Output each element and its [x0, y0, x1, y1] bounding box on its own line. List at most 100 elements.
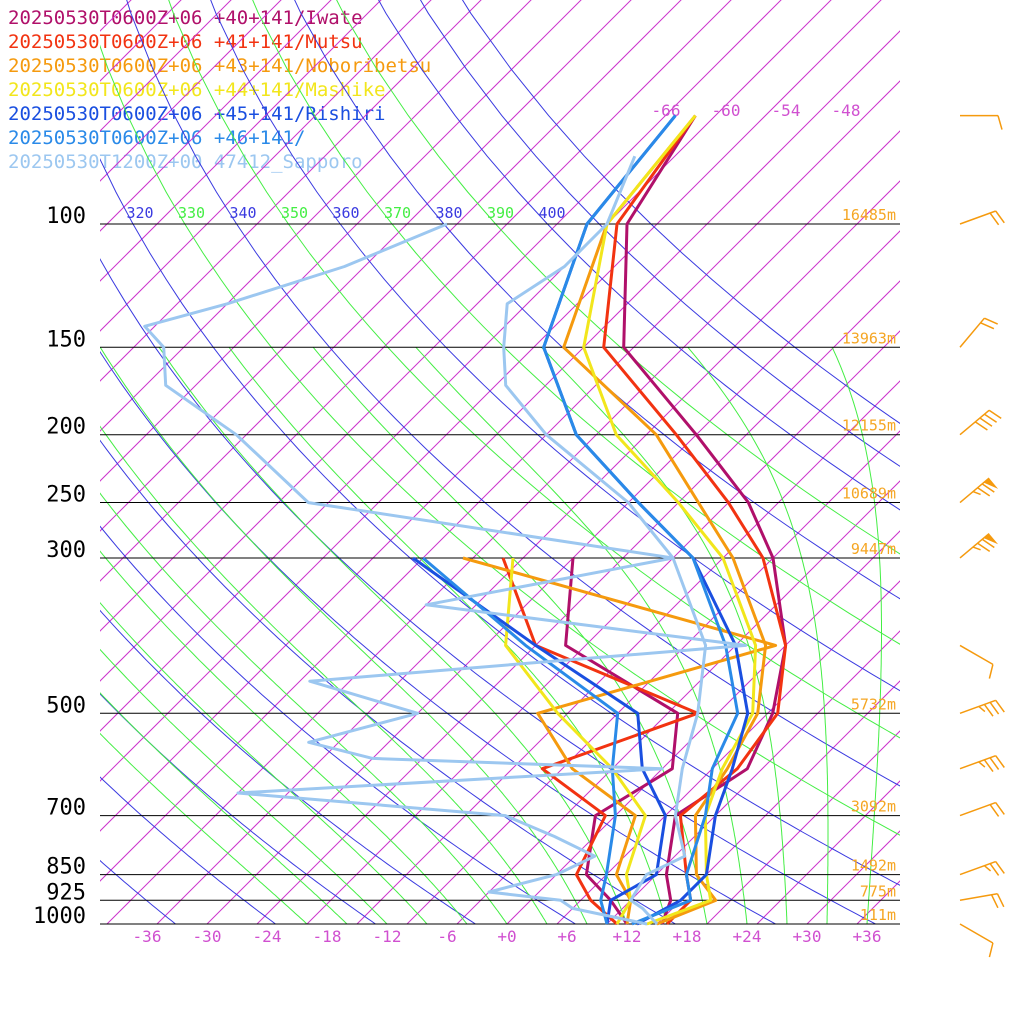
moist-adiabat-line: [831, 347, 882, 924]
wind-barb-feather: [995, 861, 1005, 874]
adiabat-line: [100, 609, 477, 924]
dewpoint-line: [501, 557, 700, 926]
adiabat-line: [461, 0, 900, 424]
isotherm-line: [0, 0, 86, 924]
profile-series: [422, 114, 740, 926]
isotherm-line: [756, 780, 900, 924]
height-label: 16485m: [842, 206, 896, 224]
temperature-ticks: -36 -30 -24 -18 -12 -6 +0 +6 +12 +18 +24 +30 +36: [133, 927, 882, 946]
wind-barb-feather: [995, 210, 1005, 224]
wind-barb-feather: [977, 542, 991, 553]
theta-labels: 320 330 340 350 360 370 380 390 400: [126, 204, 565, 222]
height-label: 5732m: [851, 695, 896, 713]
profile-series: [462, 114, 778, 926]
isotherm-line: [100, 0, 482, 382]
moist-adiabat-line: [415, 346, 748, 924]
dewpoint-line: [564, 557, 680, 925]
moist-adiabat-line: [541, 346, 788, 924]
wind-barb: [959, 699, 1005, 717]
wind-barb-feather: [972, 546, 981, 551]
temperature-line: [562, 114, 768, 926]
isotherm-line: [100, 0, 232, 132]
wind-barb-feather: [984, 317, 999, 325]
wind-barb-staff: [959, 644, 994, 666]
top-temp-label: -60: [712, 101, 741, 120]
wind-barb-feather: [981, 538, 995, 549]
pressure-tick-label: 100: [46, 204, 86, 229]
wind-barb-feather: [978, 705, 986, 713]
wind-barb-feather: [981, 483, 995, 493]
wind-barb-staff: [959, 801, 996, 817]
pressure-tick-label: 250: [46, 483, 86, 508]
dewpoint-line: [412, 556, 667, 925]
isotherm-line: [0, 0, 36, 924]
wind-barb-staff: [959, 892, 998, 902]
moist-adiabat-line: [100, 425, 548, 924]
isotherm-line: [100, 0, 532, 432]
wind-barb-feather: [989, 804, 1000, 817]
temperature-tick-label: +12: [613, 927, 642, 946]
theta-label: 320: [126, 204, 153, 222]
profiles: [143, 114, 788, 926]
pressure-tick-label: 150: [46, 327, 86, 352]
wind-barb-feather: [988, 409, 1002, 420]
wind-barb-feather: [979, 417, 993, 427]
wind-barb: [959, 860, 1005, 876]
legend-entry-iwate: 20250530T0600Z+06 +40+141/Iwate: [8, 7, 363, 29]
wind-barb-feather: [995, 699, 1005, 713]
isotherm-line: [0, 0, 136, 924]
isotherm-line: [100, 0, 132, 32]
wind-barb-staff: [959, 317, 985, 348]
pressure-tick-label: 300: [46, 538, 86, 563]
pressure-tick-label: 1000: [33, 904, 86, 929]
pressure-tick-label: 200: [46, 415, 86, 440]
dewpoint-line: [504, 557, 647, 925]
wind-barb-feather: [983, 759, 994, 773]
adiabat-line: [419, 0, 900, 467]
adiabat-line: [126, 0, 900, 787]
isotherm-line: [856, 880, 900, 924]
moist-adiabat-line: [100, 550, 468, 924]
isotherm-line: [656, 680, 900, 924]
isotherm-line: [506, 530, 900, 924]
wind-barb-feather: [983, 865, 992, 872]
isotherm-line: [806, 830, 900, 924]
moist-adiabat-line: [158, 347, 628, 924]
adiabat-line: [100, 44, 900, 836]
theta-label: 400: [538, 204, 565, 222]
wind-barb: [959, 801, 1005, 817]
top-temp-label: -48: [832, 101, 861, 120]
temperature-line: [582, 114, 758, 926]
isotherm-line: [907, 0, 1024, 924]
temperature-tick-label: +36: [853, 927, 882, 946]
isotherm-line: [100, 0, 432, 332]
pressure-tick-label: 925: [46, 880, 86, 905]
adiabat-line: [100, 439, 677, 924]
adiabat-line: [210, 0, 900, 692]
legend-entry-mutsu: 20250530T0600Z+06 +41+141/Mutsu: [8, 31, 363, 53]
dewpoint-line: [143, 222, 748, 926]
wind-barb-staff: [959, 210, 996, 225]
wind-barb-pennant: [983, 533, 999, 545]
moist-adiabat-line: [100, 602, 428, 924]
height-label: 10689m: [842, 485, 896, 503]
pressure-tick-label: 500: [46, 693, 86, 718]
wind-barb-feather: [995, 802, 1005, 815]
wind-barb-feather: [980, 322, 995, 330]
temperature-tick-label: -30: [193, 927, 222, 946]
adiabat-line: [294, 0, 900, 600]
moist-adiabat-line: [100, 692, 348, 924]
wind-barb-feather: [989, 757, 1000, 770]
wind-barb: [959, 114, 1003, 130]
wind-barb: [959, 533, 999, 559]
wind-barb-feather: [972, 490, 981, 496]
wind-barb-feather: [988, 664, 994, 679]
moist-adiabat-line: [100, 648, 388, 924]
wind-barb-feather: [995, 755, 1005, 768]
theta-label: 390: [487, 204, 514, 222]
height-label: 3092m: [851, 798, 896, 816]
temperature-line: [502, 155, 708, 926]
isotherm-line: [100, 0, 282, 182]
top-temp-labels: -66 -60 -54 -48: [652, 101, 861, 120]
wind-barb-staff: [959, 409, 990, 436]
